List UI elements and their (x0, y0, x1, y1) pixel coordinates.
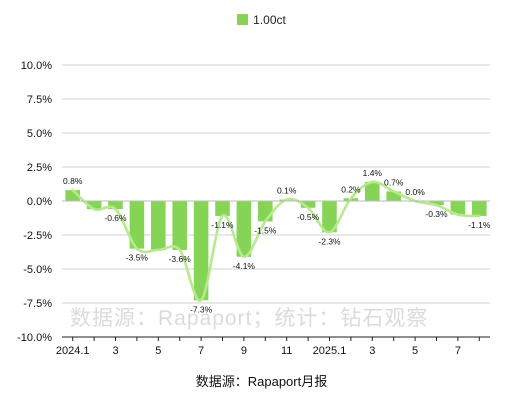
data-label: 0.8% (63, 176, 83, 186)
data-label: -2.3% (318, 236, 341, 246)
x-tick-label: 3 (112, 345, 118, 357)
data-label: -0.6% (104, 213, 127, 223)
data-label: -0.5% (297, 212, 320, 222)
bar (365, 181, 380, 201)
y-tick-label: 10.0% (21, 60, 52, 72)
data-label: -3.5% (126, 253, 149, 263)
data-label: -1.1% (211, 220, 234, 230)
bar (129, 201, 145, 249)
bar (193, 201, 209, 301)
x-tick-label: 2025.1 (313, 345, 347, 357)
y-tick-label: 5.0% (27, 128, 52, 140)
bar (258, 201, 273, 222)
x-tick-label: 11 (281, 345, 292, 357)
trend-line (71, 180, 481, 302)
y-tick-label: -10.0% (17, 332, 52, 344)
x-tick-label: 7 (455, 345, 461, 357)
bar (172, 201, 187, 250)
bar (472, 201, 487, 216)
y-tick-label: 2.5% (27, 162, 52, 174)
bar (450, 201, 466, 215)
bar (300, 201, 316, 208)
data-label: 0.2% (341, 184, 361, 194)
x-tick-label: 7 (198, 345, 204, 357)
data-label: 0.1% (277, 186, 297, 196)
y-tick-label: 7.5% (27, 94, 52, 106)
data-label: 1.4% (363, 168, 383, 178)
bar (65, 190, 80, 201)
data-label: -3.6% (169, 254, 192, 264)
bar (236, 201, 252, 257)
x-tick-label: 3 (369, 345, 375, 357)
data-label: -4.1% (233, 261, 256, 271)
data-label: -1.1% (468, 220, 491, 230)
x-tick-label: 9 (241, 345, 247, 357)
watermark: 数据源：Rapaport；统计：钻石观察 (70, 307, 429, 330)
data-label: -1.5% (254, 225, 277, 235)
y-tick-label: -2.5% (23, 230, 52, 242)
bar (86, 201, 102, 210)
legend: 1.00ct (0, 13, 523, 27)
bar (108, 201, 123, 210)
data-label: -7.3% (190, 304, 213, 314)
bar (429, 201, 444, 206)
legend-label: 1.00ct (253, 13, 286, 27)
x-tick-label: 5 (155, 345, 161, 357)
data-label: 0.0% (405, 187, 425, 197)
y-tick-label: -7.5% (23, 298, 52, 310)
y-tick-label: -5.0% (23, 264, 52, 276)
source-caption: 数据源：Rapaport月报 (195, 374, 328, 389)
bar (151, 201, 166, 250)
bar (322, 201, 337, 233)
y-tick-label: 0.0% (27, 196, 52, 208)
bar (386, 191, 401, 201)
data-label: 0.7% (384, 177, 404, 187)
x-tick-label: 2024.1 (56, 345, 90, 357)
data-label: -0.3% (425, 209, 448, 219)
x-tick-label: 5 (412, 345, 418, 357)
bar (215, 201, 230, 216)
legend-swatch (237, 14, 249, 25)
